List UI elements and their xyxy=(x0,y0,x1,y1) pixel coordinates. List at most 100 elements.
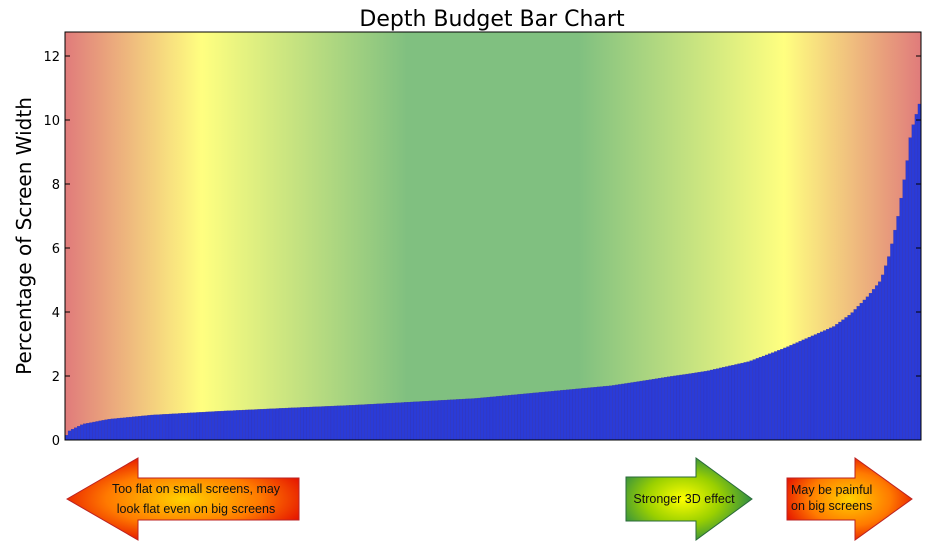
bar xyxy=(853,309,857,441)
bar xyxy=(868,293,873,441)
bar xyxy=(456,399,460,441)
bar xyxy=(553,390,558,441)
bar xyxy=(450,399,454,441)
bar xyxy=(205,411,209,441)
bar xyxy=(584,387,588,441)
bar xyxy=(159,414,164,441)
bar xyxy=(816,333,821,441)
bar xyxy=(147,415,151,441)
bar xyxy=(850,312,854,441)
bar xyxy=(498,395,503,441)
bar xyxy=(297,407,301,441)
bar xyxy=(878,281,882,441)
middle-arrow: Stronger 3D effect xyxy=(625,457,753,541)
bar xyxy=(339,405,344,441)
bar xyxy=(914,114,919,441)
bar xyxy=(309,406,313,441)
bar xyxy=(664,377,668,441)
bar xyxy=(722,367,726,441)
bar xyxy=(330,405,335,441)
bar xyxy=(324,406,329,441)
bar xyxy=(737,363,741,441)
bar xyxy=(211,411,216,441)
bar xyxy=(89,422,93,441)
bar xyxy=(101,420,105,441)
bar xyxy=(807,337,812,441)
bar xyxy=(291,407,295,441)
bar xyxy=(129,416,133,441)
bar xyxy=(480,397,485,441)
bar xyxy=(184,412,188,441)
bar xyxy=(495,396,500,441)
bar xyxy=(838,321,842,441)
bar xyxy=(517,394,521,441)
bar xyxy=(523,393,527,441)
bar xyxy=(896,216,900,441)
bar xyxy=(905,160,909,441)
bar xyxy=(792,343,796,441)
bar xyxy=(425,400,429,441)
bar xyxy=(437,400,442,441)
bar xyxy=(572,389,576,441)
bar xyxy=(578,388,582,441)
bar xyxy=(391,402,396,441)
bar xyxy=(618,384,622,441)
bar xyxy=(242,409,246,441)
bar xyxy=(321,406,326,441)
bar xyxy=(832,326,836,441)
bar xyxy=(459,399,463,441)
bar xyxy=(887,256,891,441)
bar xyxy=(639,380,643,441)
bar xyxy=(208,411,212,441)
bar xyxy=(248,409,252,441)
bar xyxy=(141,415,145,441)
bar xyxy=(125,417,130,441)
bar xyxy=(780,349,784,441)
bar xyxy=(569,389,573,441)
bar xyxy=(673,375,677,441)
bar xyxy=(202,411,206,441)
bar xyxy=(801,339,806,441)
bar xyxy=(767,353,772,441)
bar xyxy=(755,358,760,441)
y-tick-label: 2 xyxy=(52,370,60,385)
bar xyxy=(902,179,906,441)
bar xyxy=(774,351,778,441)
y-tick-label: 0 xyxy=(52,434,60,449)
bar xyxy=(77,426,81,441)
bar xyxy=(856,306,861,441)
bar xyxy=(236,410,240,441)
bar xyxy=(590,387,595,441)
bar xyxy=(783,347,787,441)
bar xyxy=(144,415,148,441)
bar xyxy=(731,365,735,441)
left-arrow-label-line1: Too flat on small screens, may xyxy=(112,482,281,496)
bar xyxy=(150,414,154,441)
bar xyxy=(627,382,631,441)
bar xyxy=(193,412,197,441)
bar xyxy=(190,412,194,441)
bar xyxy=(483,397,488,441)
bar xyxy=(725,366,729,441)
bar xyxy=(92,421,96,441)
bar xyxy=(376,403,381,441)
bar xyxy=(468,398,472,441)
bar xyxy=(67,430,72,441)
bar xyxy=(162,414,167,441)
bar xyxy=(80,424,84,441)
bar xyxy=(706,370,711,441)
bar xyxy=(890,243,894,441)
bar xyxy=(645,379,650,441)
bar xyxy=(893,229,897,441)
bar xyxy=(804,338,809,441)
bar xyxy=(177,413,182,441)
bar xyxy=(688,373,692,441)
bar xyxy=(333,405,338,441)
bar xyxy=(532,392,536,441)
bar xyxy=(407,402,411,441)
bar xyxy=(810,335,815,441)
bar xyxy=(624,383,628,441)
bar xyxy=(660,377,665,441)
bar xyxy=(199,412,203,441)
